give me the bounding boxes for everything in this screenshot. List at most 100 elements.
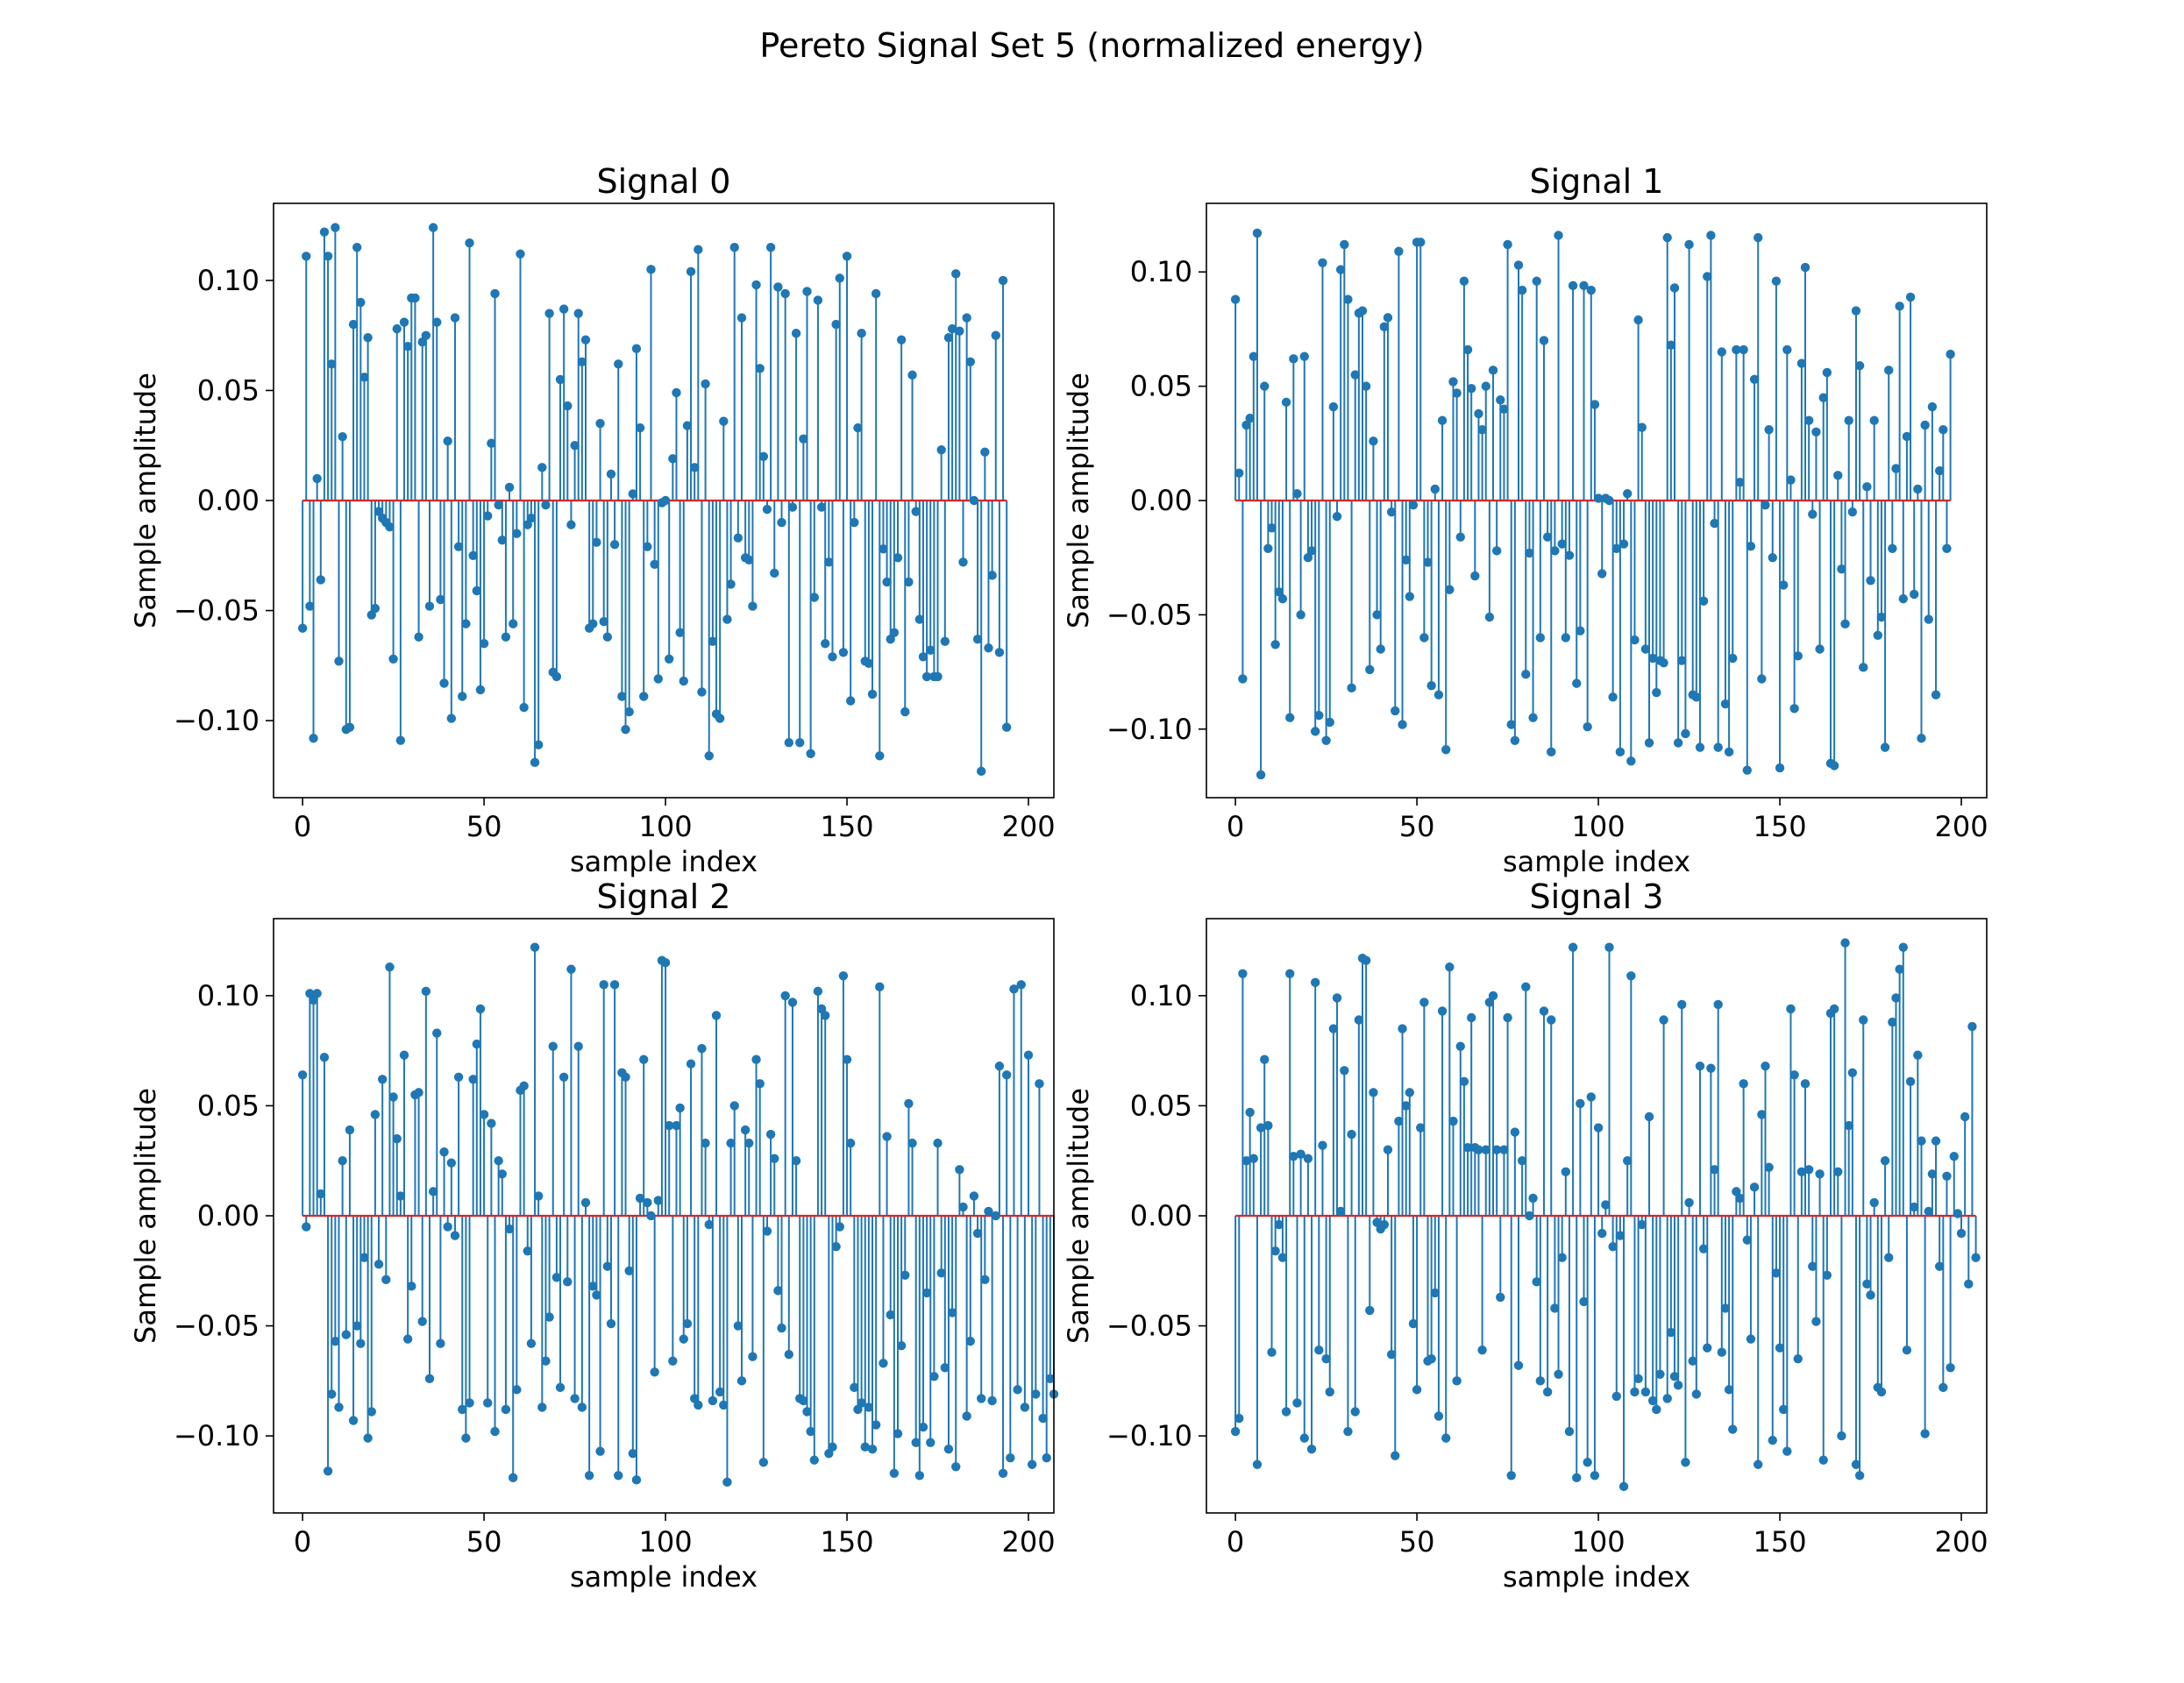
stem-marker bbox=[1532, 276, 1541, 286]
stem-marker bbox=[1535, 633, 1546, 643]
stem-marker bbox=[1031, 1389, 1041, 1399]
stem-marker bbox=[845, 696, 856, 706]
stem-marker bbox=[1953, 1209, 1963, 1218]
stem-marker bbox=[1488, 991, 1498, 1001]
stem-marker bbox=[1459, 276, 1469, 286]
stem-marker bbox=[984, 1206, 993, 1217]
stem-marker bbox=[1499, 1145, 1509, 1154]
stem-marker bbox=[370, 1110, 381, 1119]
stem-marker bbox=[1430, 1288, 1440, 1298]
stem-marker bbox=[1761, 1062, 1770, 1071]
stem-marker bbox=[1673, 738, 1683, 748]
stem-marker bbox=[1913, 484, 1923, 494]
stem-marker bbox=[1640, 1387, 1651, 1397]
stem-marker bbox=[838, 971, 849, 981]
stem-marker bbox=[1910, 1202, 1919, 1212]
stem-marker bbox=[599, 980, 608, 990]
stem-marker bbox=[1532, 1277, 1541, 1287]
stem-marker bbox=[516, 249, 525, 259]
stem-marker bbox=[770, 568, 779, 579]
stem-marker bbox=[323, 252, 333, 261]
stem-marker bbox=[424, 1374, 435, 1384]
stem-marker bbox=[631, 344, 642, 353]
stem-marker bbox=[1796, 359, 1807, 368]
stem-marker bbox=[453, 1072, 464, 1083]
stem-marker bbox=[548, 1041, 558, 1051]
stem-marker bbox=[1405, 592, 1415, 601]
stem-marker bbox=[1241, 1156, 1251, 1166]
stem-marker bbox=[1416, 1123, 1426, 1133]
stem-marker bbox=[1238, 969, 1248, 978]
stem-marker bbox=[551, 671, 562, 682]
stem-marker bbox=[352, 243, 362, 252]
stem-marker bbox=[309, 734, 318, 743]
stem-marker bbox=[1720, 699, 1731, 709]
stem-marker bbox=[1942, 543, 1952, 553]
stem-marker bbox=[428, 223, 438, 232]
stem-marker bbox=[555, 374, 566, 385]
stem-marker bbox=[1884, 1253, 1894, 1262]
stem-marker bbox=[893, 553, 903, 563]
stem-marker bbox=[1735, 477, 1745, 487]
stem-marker bbox=[914, 614, 925, 624]
stem-marker bbox=[1622, 1156, 1633, 1166]
stem-marker bbox=[1306, 1444, 1317, 1454]
stem-marker bbox=[965, 1336, 975, 1346]
stem-marker bbox=[1749, 374, 1760, 384]
stem-marker bbox=[1521, 669, 1531, 679]
stem-marker bbox=[751, 280, 761, 290]
stem-marker bbox=[1238, 674, 1248, 684]
stem-marker bbox=[1891, 993, 1901, 1003]
y-tick-label: −0.05 bbox=[174, 594, 260, 628]
stem-marker bbox=[867, 689, 878, 699]
stem-marker bbox=[512, 529, 522, 538]
stem-marker bbox=[1829, 761, 1839, 770]
stem-marker bbox=[1608, 692, 1618, 702]
panel-title: Signal 1 bbox=[1530, 162, 1664, 201]
stem-marker bbox=[1441, 745, 1451, 755]
stem-marker bbox=[1713, 999, 1723, 1010]
stem-marker bbox=[450, 313, 460, 323]
stem-marker bbox=[686, 1059, 696, 1069]
stem-marker bbox=[373, 1260, 384, 1269]
x-axis-title: sample index bbox=[570, 845, 758, 878]
stem-marker bbox=[1452, 388, 1462, 398]
stem-marker bbox=[1818, 393, 1828, 402]
stem-marker bbox=[1749, 1182, 1760, 1192]
stem-marker bbox=[1640, 644, 1651, 654]
stem-marker bbox=[1579, 1296, 1589, 1307]
stem-marker bbox=[1647, 653, 1658, 664]
stem-marker bbox=[407, 1282, 416, 1291]
stem-marker bbox=[1622, 488, 1633, 499]
stem-marker bbox=[708, 1395, 718, 1406]
stem-marker bbox=[345, 722, 355, 732]
stem-marker bbox=[1481, 1145, 1490, 1154]
stem-marker bbox=[1350, 1407, 1360, 1417]
stem-marker bbox=[765, 243, 776, 252]
stem-marker bbox=[719, 416, 729, 426]
stem-marker bbox=[1357, 306, 1368, 316]
stem-marker bbox=[799, 1395, 808, 1406]
stem-marker bbox=[1775, 763, 1785, 773]
stem-marker bbox=[1285, 969, 1295, 978]
stem-marker bbox=[1491, 546, 1502, 556]
stem-marker bbox=[1847, 507, 1858, 517]
stem-marker bbox=[446, 714, 457, 723]
stem-marker bbox=[544, 309, 554, 318]
stem-marker bbox=[370, 603, 381, 614]
stem-marker bbox=[1321, 735, 1331, 746]
stem-marker bbox=[980, 1275, 990, 1285]
stem-marker bbox=[1462, 344, 1473, 355]
stem-marker bbox=[1754, 232, 1763, 243]
stem-marker bbox=[327, 359, 337, 369]
stem-marker bbox=[951, 269, 961, 279]
stem-marker bbox=[588, 1282, 598, 1291]
stem-marker bbox=[1554, 231, 1563, 240]
stem-marker bbox=[1542, 532, 1553, 542]
stem-marker bbox=[835, 273, 844, 283]
stem-marker bbox=[614, 1471, 623, 1481]
stem-marker bbox=[1728, 1424, 1738, 1434]
panel-title: Signal 0 bbox=[597, 162, 731, 201]
y-tick-label: −0.10 bbox=[174, 1419, 260, 1452]
stem-marker bbox=[302, 252, 311, 261]
